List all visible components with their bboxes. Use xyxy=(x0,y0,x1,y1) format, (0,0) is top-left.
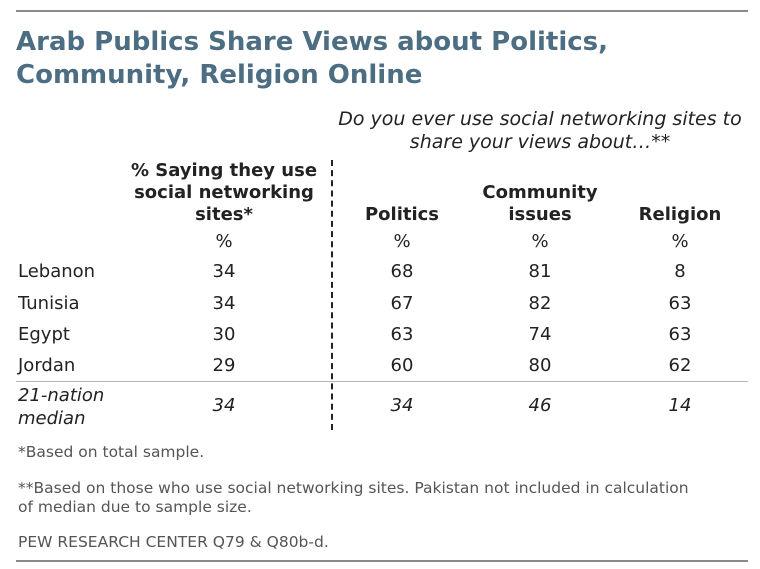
unit-label-politics: % xyxy=(393,231,411,252)
median-community: 46 xyxy=(528,395,552,416)
chart-title: Arab Publics Share Views about Politics,… xyxy=(16,27,608,90)
unit-label-religion: % xyxy=(671,231,689,252)
header-sns-usage: % Saying they use social networking site… xyxy=(130,160,318,225)
cell-community: 81 xyxy=(528,261,552,282)
footnote-sample: *Based on total sample. xyxy=(18,443,205,461)
median-separator xyxy=(16,381,748,382)
row-label: Jordan xyxy=(18,355,76,376)
cell-politics: 63 xyxy=(390,324,414,345)
cell-religion: 8 xyxy=(674,261,686,282)
cell-religion: 63 xyxy=(668,324,692,345)
bottom-rule xyxy=(16,560,748,562)
cell-community: 82 xyxy=(528,293,552,314)
cell-community: 80 xyxy=(528,355,552,376)
unit-label-community: % xyxy=(531,231,549,252)
cell-sns: 34 xyxy=(212,293,236,314)
cell-politics: 67 xyxy=(390,293,414,314)
median-row-label: 21-nation median xyxy=(18,385,105,429)
header-religion: Religion xyxy=(638,204,722,225)
cell-religion: 62 xyxy=(668,355,692,376)
survey-question: Do you ever use social networking sites … xyxy=(338,108,742,153)
column-divider xyxy=(331,160,333,430)
header-politics: Politics xyxy=(364,204,440,225)
cell-politics: 60 xyxy=(390,355,414,376)
median-sns: 34 xyxy=(212,395,236,416)
footnote-sns-users: **Based on those who use social networki… xyxy=(18,479,689,516)
row-label: Egypt xyxy=(18,324,70,345)
cell-community: 74 xyxy=(528,324,552,345)
median-politics: 34 xyxy=(390,395,414,416)
cell-sns: 34 xyxy=(212,261,236,282)
median-religion: 14 xyxy=(668,395,692,416)
cell-religion: 63 xyxy=(668,293,692,314)
row-label: Lebanon xyxy=(18,261,96,282)
header-community-issues: Community issues xyxy=(482,182,598,225)
row-label: Tunisia xyxy=(18,293,80,314)
source-note: PEW RESEARCH CENTER Q79 & Q80b-d. xyxy=(18,533,329,551)
top-rule xyxy=(16,10,748,12)
unit-label-sns: % xyxy=(215,231,233,252)
cell-sns: 30 xyxy=(212,324,236,345)
cell-sns: 29 xyxy=(212,355,236,376)
cell-politics: 68 xyxy=(390,261,414,282)
